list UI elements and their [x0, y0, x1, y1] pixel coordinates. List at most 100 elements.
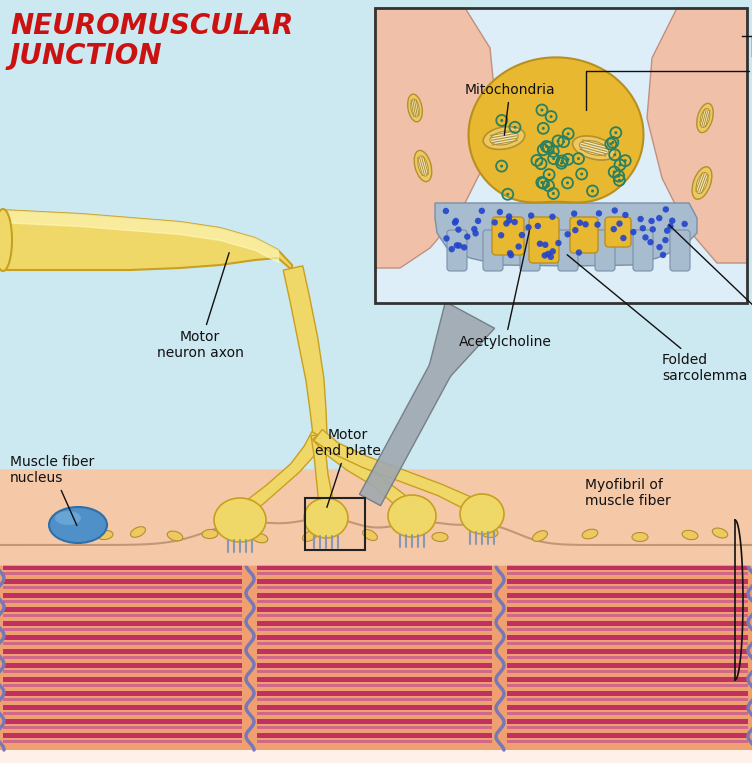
Circle shape: [511, 219, 518, 225]
Circle shape: [567, 132, 570, 135]
Bar: [507, 663, 748, 668]
Ellipse shape: [362, 530, 378, 540]
Polygon shape: [311, 434, 335, 516]
Bar: [507, 586, 748, 589]
Bar: [257, 684, 492, 687]
Ellipse shape: [700, 108, 710, 127]
Bar: [507, 656, 748, 659]
Circle shape: [541, 108, 544, 111]
Circle shape: [581, 172, 583, 175]
Bar: [257, 670, 492, 673]
Bar: [507, 712, 748, 715]
Circle shape: [663, 206, 669, 213]
Circle shape: [461, 244, 467, 250]
Bar: [257, 677, 492, 682]
Bar: [257, 656, 492, 659]
Bar: [3, 607, 242, 612]
Bar: [507, 614, 748, 617]
Bar: [257, 614, 492, 617]
Bar: [3, 586, 242, 589]
Ellipse shape: [682, 530, 698, 539]
Polygon shape: [233, 432, 324, 524]
Text: Mitochondria: Mitochondria: [465, 83, 555, 135]
Text: Muscle fiber
nucleus: Muscle fiber nucleus: [10, 455, 94, 526]
Circle shape: [541, 127, 544, 130]
Ellipse shape: [252, 533, 268, 542]
Circle shape: [492, 219, 498, 226]
Ellipse shape: [580, 140, 608, 156]
Bar: [0, 0, 752, 560]
Bar: [257, 719, 492, 724]
Circle shape: [519, 232, 525, 238]
Bar: [3, 642, 242, 645]
Circle shape: [545, 145, 548, 148]
Circle shape: [609, 143, 612, 146]
Text: Synaptic
cleft: Synaptic cleft: [669, 225, 752, 348]
Bar: [257, 586, 492, 589]
Bar: [257, 705, 492, 710]
FancyBboxPatch shape: [447, 230, 467, 271]
Bar: [507, 572, 748, 575]
Circle shape: [565, 231, 571, 237]
Circle shape: [453, 242, 460, 249]
Circle shape: [577, 157, 580, 160]
FancyBboxPatch shape: [633, 230, 653, 271]
Ellipse shape: [696, 172, 708, 194]
Bar: [3, 635, 242, 640]
Circle shape: [448, 246, 455, 253]
Bar: [257, 635, 492, 640]
Bar: [305, 498, 365, 550]
Text: Synaptic
vesicles: Synaptic vesicles: [586, 56, 752, 110]
Circle shape: [456, 243, 462, 249]
Ellipse shape: [418, 156, 428, 176]
Ellipse shape: [49, 507, 107, 543]
Bar: [3, 614, 242, 617]
Bar: [3, 572, 242, 575]
Circle shape: [475, 217, 481, 224]
FancyBboxPatch shape: [483, 230, 503, 271]
Circle shape: [542, 242, 548, 248]
Circle shape: [622, 212, 629, 218]
Circle shape: [539, 163, 542, 166]
Circle shape: [620, 235, 626, 241]
Polygon shape: [313, 430, 418, 519]
Circle shape: [617, 221, 623, 227]
Circle shape: [464, 233, 471, 240]
Bar: [507, 677, 748, 682]
Circle shape: [500, 165, 503, 168]
Ellipse shape: [532, 530, 547, 541]
Ellipse shape: [572, 136, 615, 160]
Circle shape: [640, 225, 646, 231]
Circle shape: [514, 126, 517, 129]
Bar: [507, 642, 748, 645]
Ellipse shape: [712, 528, 728, 538]
FancyBboxPatch shape: [520, 230, 540, 271]
Circle shape: [611, 141, 614, 144]
Text: Acetylcholine: Acetylcholine: [459, 230, 551, 349]
Bar: [0, 490, 752, 590]
Circle shape: [503, 221, 510, 227]
Bar: [257, 579, 492, 584]
Polygon shape: [284, 266, 327, 436]
Bar: [507, 691, 748, 696]
Circle shape: [623, 159, 626, 163]
Ellipse shape: [582, 530, 598, 539]
Circle shape: [614, 131, 617, 134]
Bar: [507, 649, 748, 654]
Bar: [507, 698, 748, 701]
Circle shape: [508, 252, 514, 259]
Ellipse shape: [167, 531, 183, 541]
Bar: [257, 726, 492, 729]
Bar: [507, 600, 748, 603]
Bar: [3, 649, 242, 654]
Bar: [507, 628, 748, 631]
Circle shape: [669, 217, 675, 224]
Bar: [257, 663, 492, 668]
Text: Motor
neuron axon: Motor neuron axon: [156, 253, 244, 360]
Bar: [3, 698, 242, 701]
Circle shape: [582, 221, 589, 227]
Bar: [0, 750, 752, 763]
Text: Folded
sarcolemma: Folded sarcolemma: [567, 255, 747, 383]
Bar: [507, 670, 748, 673]
Circle shape: [535, 159, 538, 162]
